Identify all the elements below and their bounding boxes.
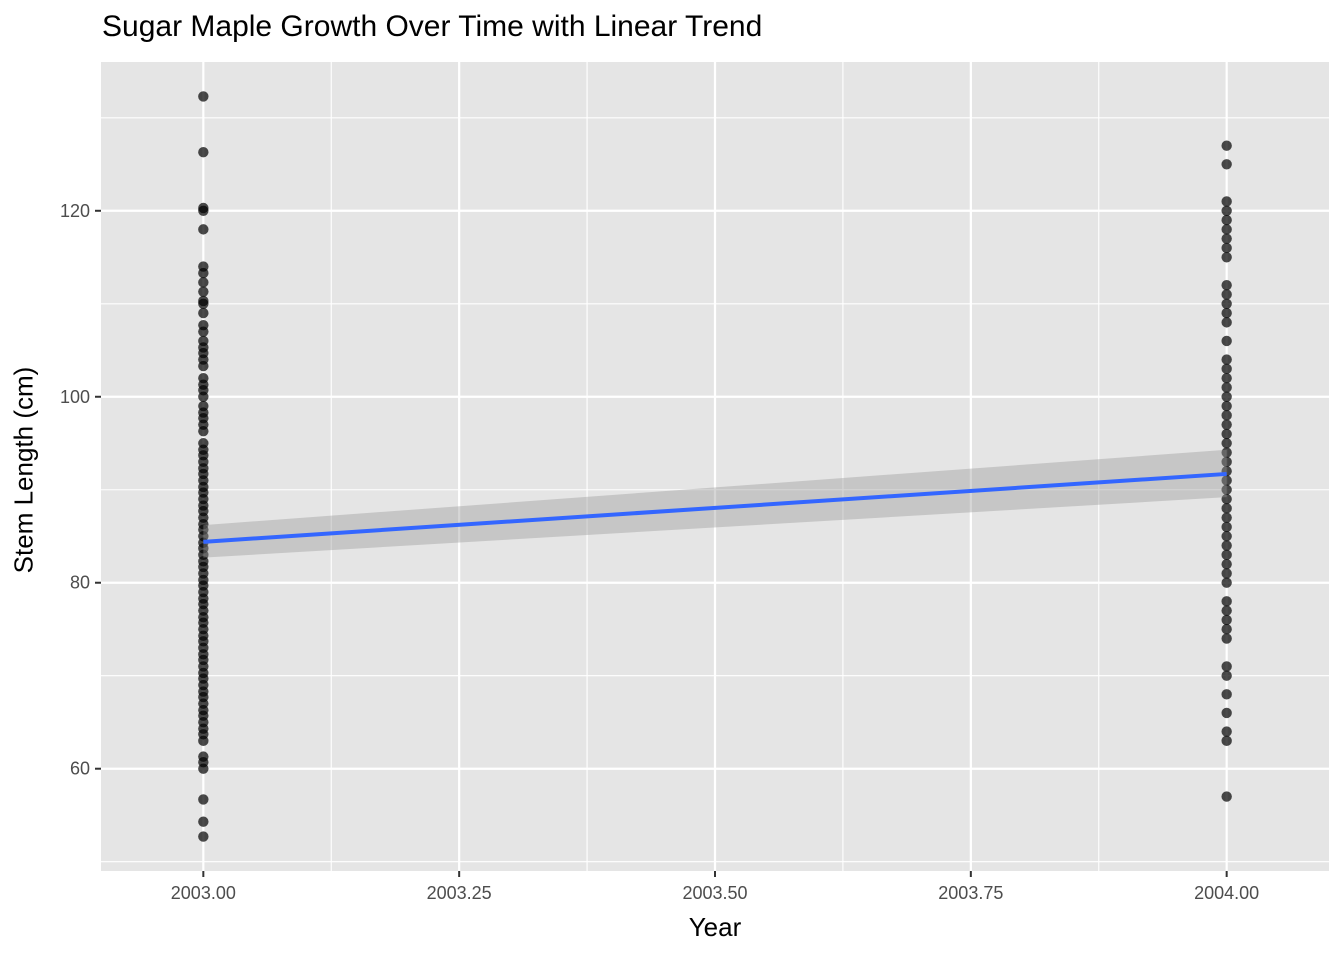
data-point [1221, 205, 1232, 216]
data-point [198, 146, 209, 158]
y-tick-label: 100 [60, 387, 90, 407]
data-point [1221, 363, 1232, 375]
data-point [1221, 279, 1232, 291]
data-point [1221, 159, 1232, 170]
data-point [1221, 391, 1232, 402]
data-point [1221, 661, 1232, 672]
x-tick-label: 2004.00 [1194, 883, 1259, 903]
data-point [1221, 503, 1232, 514]
data-point [1221, 558, 1232, 570]
data-point [198, 391, 209, 402]
data-point [1221, 428, 1232, 440]
data-point [1221, 335, 1232, 347]
x-tick-label: 2003.50 [682, 883, 747, 903]
data-point [198, 794, 209, 805]
data-point [1221, 372, 1232, 384]
data-point [1221, 670, 1232, 681]
data-point [1221, 400, 1232, 412]
data-point [198, 277, 209, 288]
data-point [198, 326, 209, 337]
data-point [1221, 521, 1232, 533]
data-point [1221, 577, 1232, 588]
data-point [1221, 512, 1232, 523]
data-point [1221, 707, 1232, 719]
y-tick-label: 80 [70, 573, 90, 593]
data-point [198, 224, 209, 235]
x-tick-label: 2003.25 [427, 883, 492, 903]
confidence-band [203, 449, 1227, 558]
data-point [1221, 438, 1232, 449]
data-point [198, 831, 209, 842]
data-point [1221, 633, 1232, 644]
data-point [1221, 242, 1232, 254]
x-tick-label: 2003.00 [171, 883, 236, 903]
data-point [1221, 354, 1232, 365]
data-point [198, 91, 209, 102]
data-point [1221, 214, 1232, 226]
data-point [1221, 493, 1232, 505]
data-point [1221, 419, 1232, 430]
data-point [1221, 456, 1232, 468]
data-point [1221, 447, 1232, 458]
data-point [1221, 140, 1232, 151]
data-point [1221, 410, 1232, 421]
data-point [1221, 298, 1232, 309]
data-point [198, 425, 209, 437]
data-point [1221, 689, 1232, 700]
data-point [1221, 614, 1232, 626]
data-point [1221, 791, 1232, 802]
data-point [1221, 624, 1232, 635]
data-point [198, 735, 209, 747]
data-point [1221, 252, 1232, 263]
data-point [198, 205, 209, 216]
data-point [1221, 307, 1232, 319]
data-point [198, 267, 209, 279]
data-point [198, 307, 209, 319]
data-point [1221, 549, 1232, 561]
data-point [1221, 196, 1232, 207]
data-point [1221, 233, 1232, 244]
data-point [1221, 382, 1232, 393]
data-point [1221, 568, 1232, 579]
data-point [1221, 484, 1232, 495]
data-point [1221, 735, 1232, 747]
trend-line [203, 471, 1227, 544]
data-point [1221, 317, 1232, 328]
data-point [198, 763, 209, 774]
data-point [1221, 289, 1232, 300]
x-tick-label: 2003.75 [938, 883, 1003, 903]
data-point [198, 298, 209, 309]
data-point [198, 360, 209, 372]
data-point [1221, 605, 1232, 616]
chart-title: Sugar Maple Growth Over Time with Linear… [102, 10, 763, 43]
data-point [1221, 540, 1232, 551]
data-point [198, 816, 209, 827]
data-point [1221, 726, 1232, 737]
y-tick-label: 60 [70, 759, 90, 779]
x-axis-label: Year [688, 912, 742, 942]
data-point [198, 286, 209, 297]
data-point [1221, 475, 1232, 486]
y-axis-label: Stem Length (cm) [8, 366, 39, 574]
data-point [1221, 224, 1232, 235]
y-tick-label: 120 [60, 201, 90, 221]
data-point [1221, 596, 1232, 607]
data-point [1221, 531, 1232, 542]
